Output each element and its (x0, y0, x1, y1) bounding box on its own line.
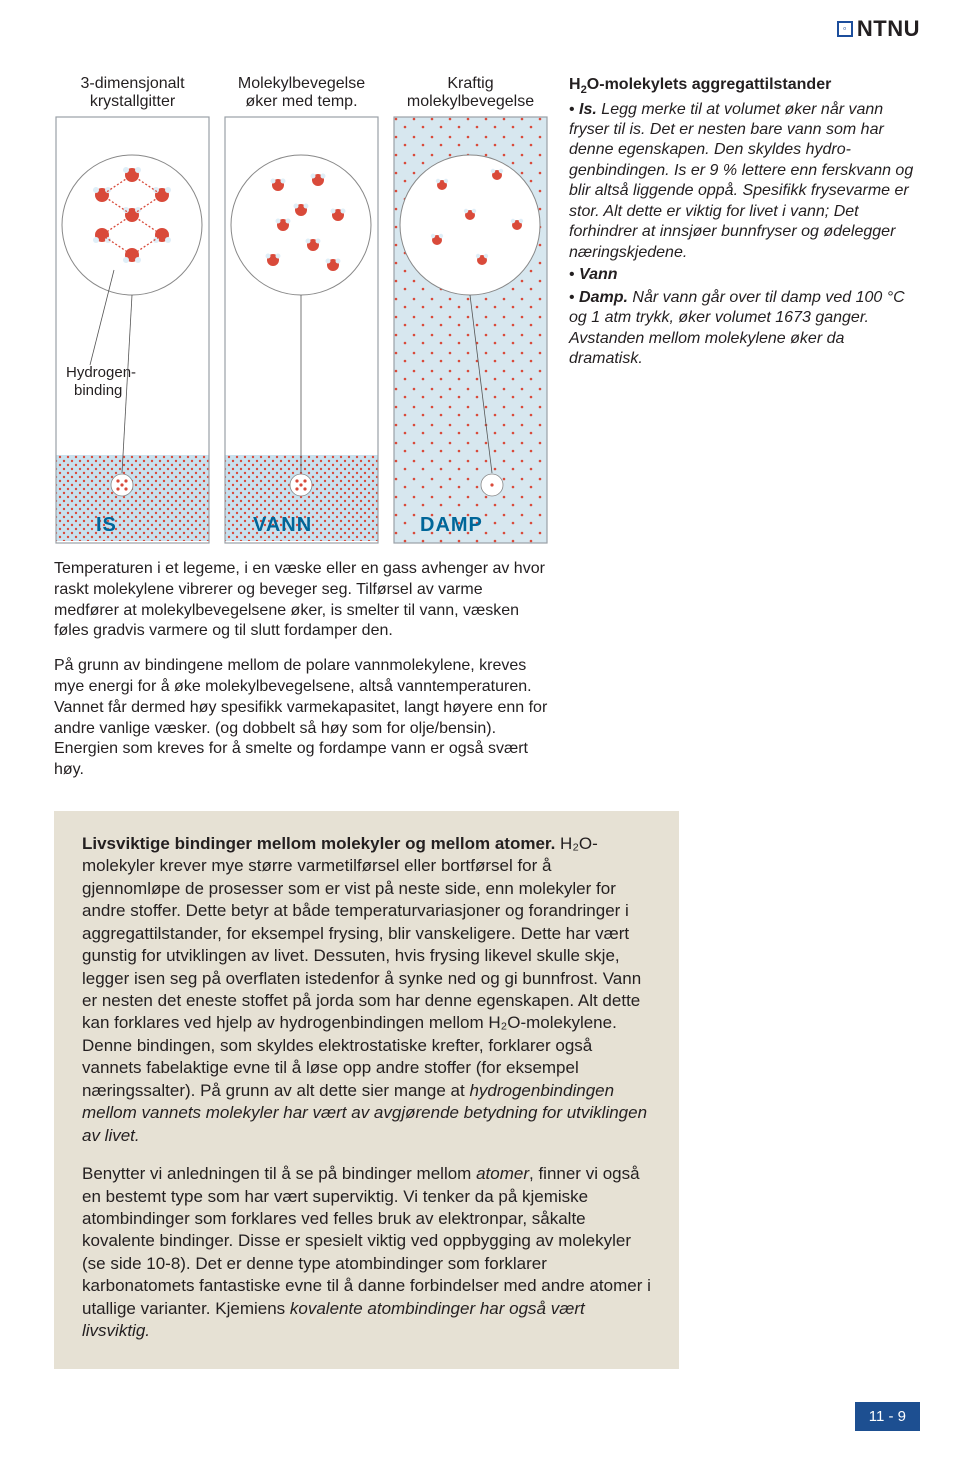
panel-is: 3-dimensjonalt krystallgitter (54, 75, 211, 545)
info-box-p2: Benytter vi anledningen til å se på bind… (82, 1163, 651, 1343)
panel-vann-diagram: VANN (223, 115, 380, 545)
svg-text:IS: IS (96, 514, 117, 536)
panel-damp-title: Kraftig molekylbevegelse (392, 75, 549, 115)
svg-text:Hydrogen-: Hydrogen- (66, 364, 136, 381)
info-box-p2a-ital: atomer (476, 1164, 529, 1183)
info-box-p2a: Benytter vi anledningen til å se på bind… (82, 1164, 476, 1183)
panel-vann-title: Molekylbevegelse øker med temp. (223, 75, 380, 115)
panel-is-diagram: Hydrogen- binding IS (54, 115, 211, 545)
page-content: 3-dimensjonalt krystallgitter (54, 75, 920, 1369)
page-number: 11 - 9 (855, 1402, 920, 1431)
info-box: Livsviktige bindinger mellom molekyler o… (54, 811, 679, 1369)
bullet-is: • Is. Legg merke til at volumet øker når… (569, 100, 920, 264)
bullet-damp: • Damp. Når vann går over til damp ved 1… (569, 288, 920, 370)
info-box-p1: Livsviktige bindinger mellom molekyler o… (82, 833, 651, 1147)
panel-is-title: 3-dimensjonalt krystallgitter (54, 75, 211, 115)
diagram-row: 3-dimensjonalt krystallgitter (54, 75, 549, 545)
sidebar-notes: H2O-molekylets aggregat­tilstander • Is.… (569, 75, 920, 370)
paragraph-2: På grunn av bindingene mellom de polare … (54, 656, 549, 781)
panel-vann: Molekylbevegelse øker med temp. (223, 75, 380, 545)
svg-text:binding: binding (74, 382, 122, 399)
svg-text:DAMP: DAMP (420, 514, 483, 536)
top-row: 3-dimensjonalt krystallgitter (54, 75, 920, 545)
info-box-title: Livsviktige bindinger mellom molekyler o… (82, 834, 555, 853)
logo-text: NTNU (857, 16, 920, 42)
paragraph-1: Temperaturen i et legeme, i en væske ell… (54, 559, 549, 642)
panel-damp-diagram: DAMP (392, 115, 549, 545)
logo-icon: ◦ (837, 21, 853, 37)
sidebar-heading: H2O-molekylets aggregat­tilstander (569, 75, 920, 98)
info-box-p1a: H₂O-molekyler krever mye større varmetil… (82, 834, 641, 1100)
svg-text:VANN: VANN (253, 514, 312, 536)
panel-damp: Kraftig molekylbevegelse (392, 75, 549, 545)
ntnu-logo: ◦ NTNU (837, 16, 920, 42)
bullet-vann: • Vann (569, 265, 920, 285)
info-box-p2b: , finner vi også en bestemt type som har… (82, 1164, 651, 1318)
